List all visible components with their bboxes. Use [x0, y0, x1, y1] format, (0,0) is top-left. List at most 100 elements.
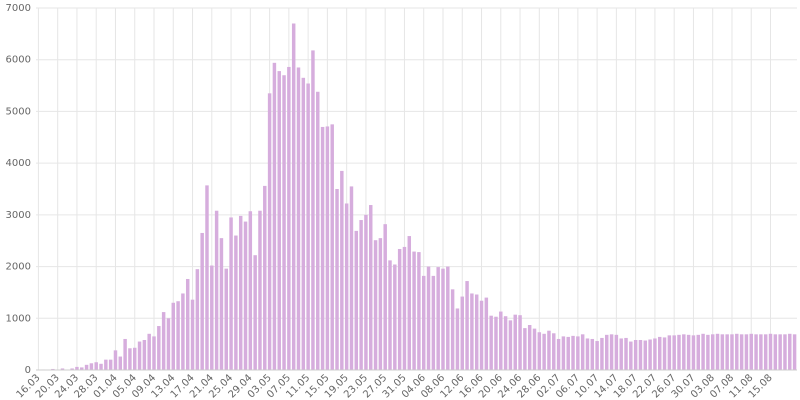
bar	[402, 246, 407, 370]
bar	[75, 366, 79, 370]
bar	[258, 210, 262, 370]
bar	[171, 302, 176, 370]
bar	[383, 224, 387, 370]
bar	[205, 185, 209, 370]
bar	[513, 314, 517, 370]
bar	[397, 248, 402, 370]
bar	[89, 363, 94, 370]
bar	[730, 334, 734, 370]
bar	[176, 301, 180, 370]
bar	[773, 334, 778, 370]
bar	[749, 333, 753, 370]
bar	[576, 336, 580, 370]
bar	[763, 334, 768, 370]
bar	[277, 71, 281, 370]
bar	[735, 333, 739, 370]
bar	[344, 203, 349, 370]
bar	[436, 267, 440, 370]
bar	[552, 333, 556, 370]
bar	[657, 336, 662, 370]
bar	[70, 368, 74, 370]
bar	[185, 278, 190, 370]
bar	[417, 252, 421, 370]
bar	[393, 264, 397, 370]
bar	[537, 332, 542, 370]
bar	[373, 240, 378, 370]
bar	[609, 334, 614, 370]
bar	[152, 336, 156, 370]
bar	[778, 334, 782, 370]
bar	[181, 293, 185, 370]
bar	[768, 333, 773, 370]
bar	[263, 185, 267, 370]
bar	[161, 312, 166, 370]
y-tick-label: 6000	[6, 55, 31, 66]
bar	[142, 340, 147, 370]
bar	[60, 368, 65, 370]
bar	[624, 337, 628, 370]
y-tick-label: 5000	[6, 106, 31, 117]
bar	[465, 281, 469, 370]
bar	[412, 251, 416, 370]
bar	[311, 50, 315, 371]
bar	[503, 316, 508, 370]
bar	[84, 364, 89, 370]
bar	[51, 368, 55, 370]
bar	[316, 91, 320, 370]
bar	[330, 124, 334, 370]
bar	[99, 363, 103, 370]
bar	[147, 333, 151, 370]
bar	[349, 186, 354, 370]
bar	[686, 334, 691, 370]
bar	[619, 338, 623, 370]
bar	[369, 205, 373, 370]
bar	[744, 334, 749, 370]
y-tick-label: 7000	[6, 3, 31, 14]
bar	[335, 189, 339, 370]
bar	[653, 338, 657, 370]
bar	[421, 275, 426, 370]
bar	[638, 340, 643, 370]
bar	[595, 341, 599, 370]
bar	[123, 338, 127, 370]
bar	[710, 334, 715, 370]
bar	[113, 350, 118, 370]
bar	[267, 93, 272, 370]
bar	[210, 265, 214, 370]
bar	[320, 126, 325, 370]
bar	[200, 232, 204, 370]
bar	[455, 308, 460, 370]
bar	[137, 341, 142, 370]
bar	[296, 67, 301, 370]
bar	[788, 333, 792, 370]
bar	[518, 315, 522, 370]
bar	[325, 126, 330, 370]
bar	[224, 268, 228, 370]
bar	[301, 77, 306, 371]
bar	[291, 23, 296, 371]
bar	[605, 334, 609, 370]
bar	[229, 217, 233, 370]
bar	[195, 269, 200, 370]
bar	[523, 328, 527, 370]
bar	[306, 83, 310, 370]
bar	[682, 334, 686, 370]
bar	[547, 330, 551, 370]
bar	[243, 221, 248, 370]
bar	[614, 334, 619, 370]
bar	[672, 335, 676, 370]
bar	[450, 289, 455, 370]
bar	[282, 75, 286, 370]
bar	[508, 320, 513, 370]
bar	[725, 334, 729, 370]
bar	[340, 170, 344, 370]
bar	[460, 296, 464, 370]
bar	[701, 333, 705, 370]
bar	[677, 334, 681, 370]
bar	[94, 362, 98, 370]
bar	[474, 294, 479, 370]
bar	[590, 338, 595, 370]
bar	[759, 334, 763, 370]
bar	[470, 293, 474, 370]
bar	[667, 335, 672, 370]
